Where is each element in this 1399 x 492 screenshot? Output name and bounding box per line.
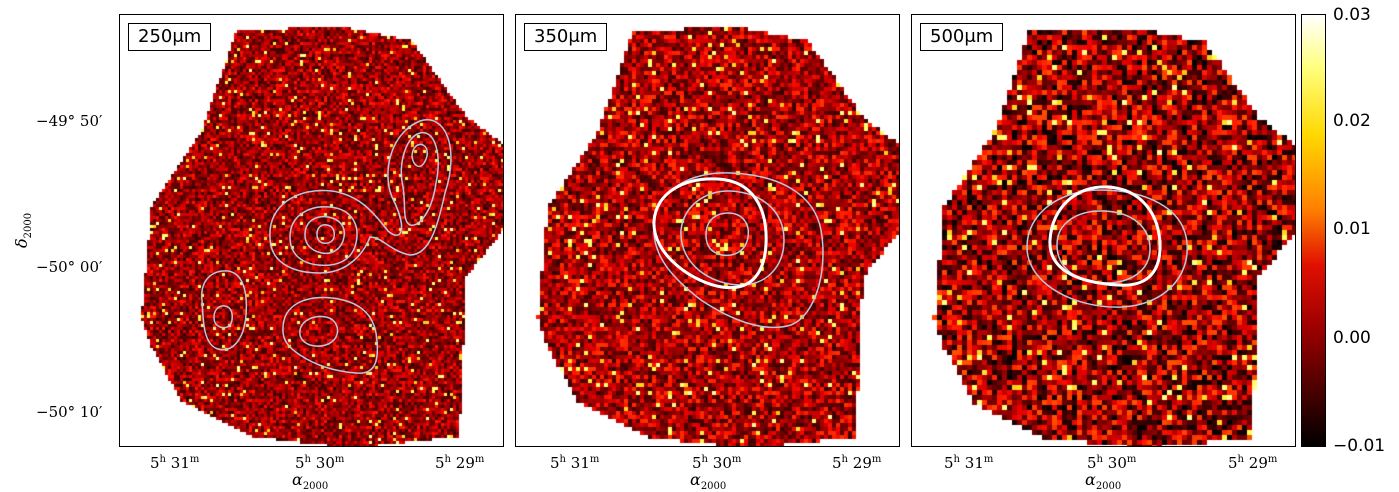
colorbar [1301,14,1326,447]
map-image [516,15,899,446]
colorbar-tick-label: 0.00 [1333,328,1371,348]
contour-line [680,190,785,286]
contour-line [705,212,750,257]
contour-line-strong [652,177,768,290]
contour-line [411,143,428,168]
contour-overlay [652,172,824,329]
x-axis-title: α2000 [292,470,329,492]
panel-250um: 250μm [119,14,504,447]
y-tick-label: −50° 10′ [36,403,103,421]
contour-line [282,296,379,374]
contour-line [201,270,248,351]
x-tick-label: 5h 29m [435,454,485,472]
map-image [120,15,503,446]
contour-line [653,172,824,329]
x-tick-label: 5h 31m [150,454,200,472]
contour-line [289,206,358,267]
x-tick-label: 5h 30m [1087,454,1137,472]
colorbar-tick-label: −0.01 [1333,436,1386,456]
panel-500um: 500μm [911,14,1296,447]
x-tick-label: 5h 30m [692,454,742,472]
y-tick-label: −49° 50′ [36,112,103,130]
contour-overlay [1026,185,1188,308]
contour-line [1056,210,1151,284]
y-tick-label: −50° 00′ [36,258,103,276]
panel-350um: 350μm [515,14,900,447]
x-tick-label: 5h 31m [944,454,994,472]
x-axis-title: α2000 [1085,470,1122,492]
x-axis-title: α2000 [690,470,727,492]
colorbar-tick-label: 0.03 [1333,5,1371,25]
x-tick-label: 5h 29m [832,454,882,472]
map-image [912,15,1295,446]
contour-line-strong [1048,185,1162,287]
contour-overlay [201,119,452,374]
contour-line [299,315,339,347]
contour-line [269,119,452,274]
colorbar-tick-label: 0.01 [1333,219,1371,239]
wavelength-label: 500μm [920,23,1004,51]
contour-line [213,305,233,329]
contour-line [1026,189,1188,308]
contour-line [400,131,439,226]
x-tick-label: 5h 30m [295,454,345,472]
y-axis-title: δ2000 [12,212,35,248]
x-tick-label: 5h 29m [1228,454,1278,472]
contour-line [304,215,346,255]
wavelength-label: 250μm [128,23,212,51]
contour-line [316,224,335,244]
wavelength-label: 350μm [524,23,608,51]
x-tick-label: 5h 31m [550,454,600,472]
colorbar-tick-label: 0.02 [1333,111,1371,131]
